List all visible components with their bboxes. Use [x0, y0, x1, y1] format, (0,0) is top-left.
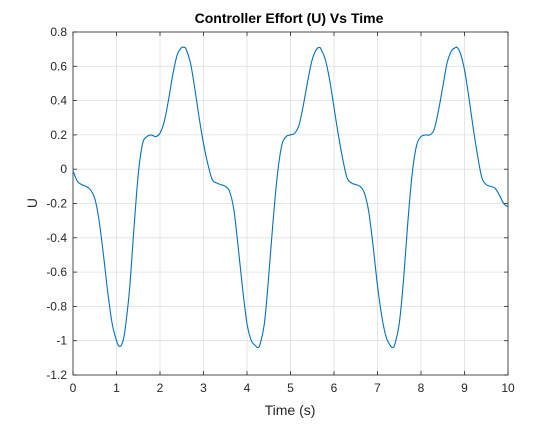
- axis-ticks: 0 1 2 3 4 5 6 7 8 9 10 -1.2 -1 -0.8 -0.6 -0.4 -0.2 0 0.2 0.…: [46, 25, 515, 395]
- x-tick-label: 5: [287, 381, 294, 395]
- x-tick-label: 9: [461, 381, 468, 395]
- x-tick-label: 3: [200, 381, 207, 395]
- y-tick-label: 0.4: [50, 94, 67, 108]
- x-tick-label: 2: [157, 381, 164, 395]
- y-tick-label: -0.8: [46, 299, 67, 313]
- x-tick-label: 6: [331, 381, 338, 395]
- y-tick-label: -0.2: [46, 197, 67, 211]
- x-tick-label: 4: [244, 381, 251, 395]
- y-axis-label: U: [24, 198, 40, 208]
- x-tick-label: 0: [70, 381, 77, 395]
- y-tick-label: -0.6: [46, 265, 67, 279]
- grid-lines: [72, 31, 509, 376]
- chart-title: Controller Effort (U) Vs Time: [195, 10, 384, 26]
- series-layer: [72, 46, 509, 349]
- y-tick-label: 0: [60, 162, 67, 176]
- y-tick-label: -1: [56, 334, 67, 348]
- y-tick-label: 0.2: [50, 128, 67, 142]
- y-tick-label: 0.8: [50, 25, 67, 39]
- x-tick-label: 10: [501, 381, 515, 395]
- y-tick-label: -1.2: [46, 368, 67, 382]
- x-tick-label: 7: [374, 381, 381, 395]
- x-tick-label: 1: [113, 381, 120, 395]
- y-tick-label: 0.6: [50, 59, 67, 73]
- series-line-0: [72, 46, 509, 349]
- x-axis-label: Time (s): [265, 402, 316, 418]
- x-tick-label: 8: [418, 381, 425, 395]
- y-tick-label: -0.4: [46, 231, 67, 245]
